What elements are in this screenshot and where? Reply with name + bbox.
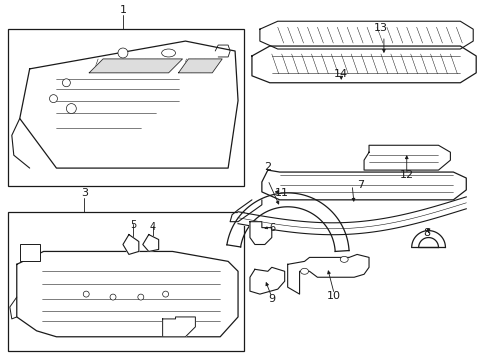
Text: 1: 1 <box>119 5 126 15</box>
Text: 8: 8 <box>422 228 429 238</box>
Polygon shape <box>20 41 238 168</box>
Ellipse shape <box>340 256 347 262</box>
Circle shape <box>66 104 76 113</box>
Text: 14: 14 <box>333 69 347 79</box>
Polygon shape <box>259 21 472 49</box>
Polygon shape <box>178 59 222 73</box>
Polygon shape <box>89 59 182 73</box>
Polygon shape <box>287 255 368 294</box>
Text: 7: 7 <box>356 180 364 190</box>
Polygon shape <box>364 145 449 170</box>
FancyBboxPatch shape <box>20 243 40 261</box>
Ellipse shape <box>300 268 308 274</box>
Text: 13: 13 <box>373 23 387 33</box>
Polygon shape <box>249 267 284 294</box>
Text: 9: 9 <box>268 294 275 304</box>
Bar <box>8 212 244 351</box>
Polygon shape <box>122 235 139 255</box>
Polygon shape <box>251 46 475 83</box>
Polygon shape <box>17 251 238 337</box>
Text: 4: 4 <box>149 222 156 232</box>
Polygon shape <box>142 235 158 251</box>
Circle shape <box>62 79 70 87</box>
Ellipse shape <box>162 49 175 57</box>
Text: 11: 11 <box>274 188 288 198</box>
Circle shape <box>163 291 168 297</box>
Text: 5: 5 <box>129 220 136 230</box>
Text: 10: 10 <box>326 291 341 301</box>
Text: 2: 2 <box>264 162 271 172</box>
Text: 6: 6 <box>269 222 275 233</box>
Circle shape <box>138 294 143 300</box>
Circle shape <box>49 95 57 103</box>
Polygon shape <box>262 170 466 200</box>
Bar <box>8 29 244 186</box>
Polygon shape <box>249 222 271 244</box>
Circle shape <box>83 291 89 297</box>
Polygon shape <box>163 317 195 337</box>
Circle shape <box>118 48 128 58</box>
Circle shape <box>110 294 116 300</box>
Text: 3: 3 <box>81 188 87 198</box>
Text: 12: 12 <box>399 170 413 180</box>
